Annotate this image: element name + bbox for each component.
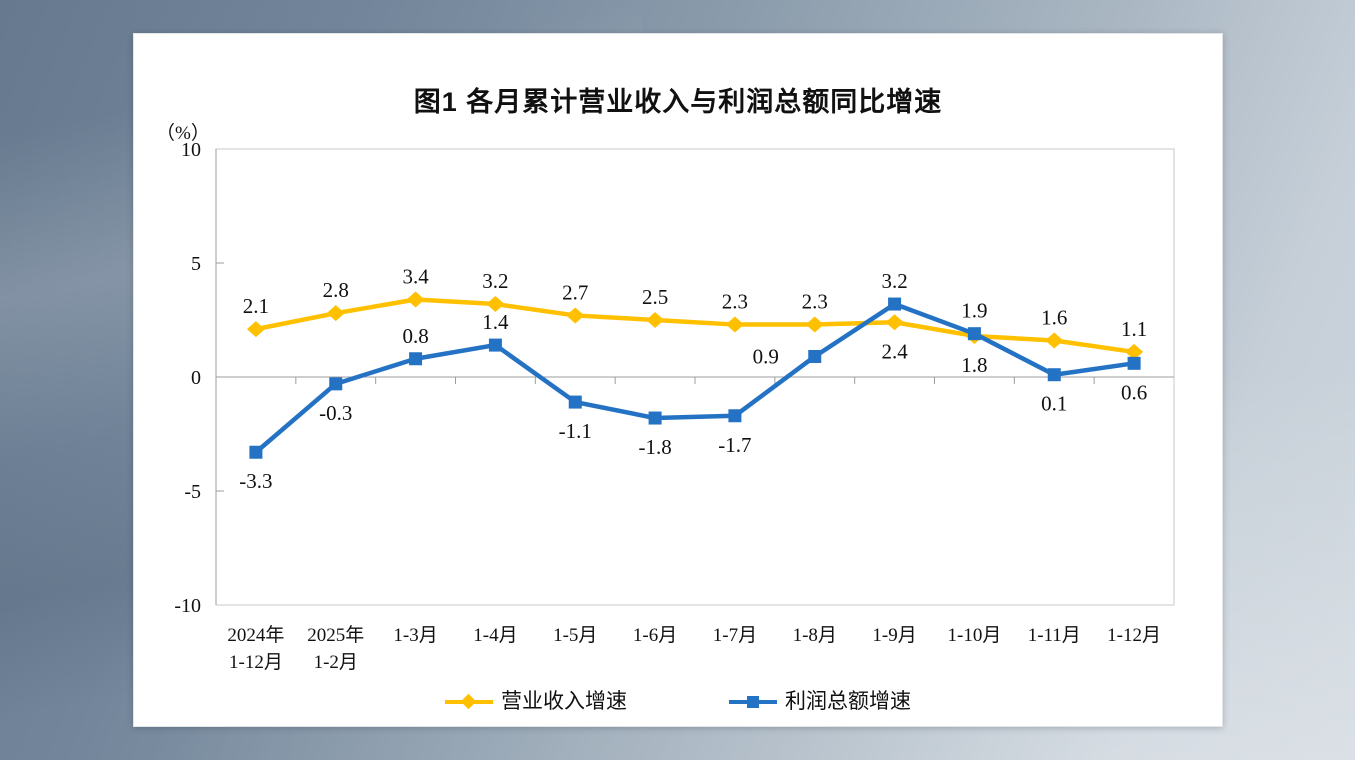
- series-1-data-label: 3.2: [881, 269, 907, 293]
- series-1-data-label: -3.3: [239, 469, 272, 493]
- series-0-data-label: 3.2: [482, 269, 508, 293]
- x-category-label: 2025年 1-2月: [307, 624, 364, 673]
- legend-item-revenue: 营业收入增速: [445, 691, 627, 712]
- x-category-label: 1-11月: [1028, 625, 1081, 646]
- series-0-data-label: 2.3: [802, 290, 828, 314]
- series-1-data-label: 0.8: [402, 324, 428, 348]
- legend-label-revenue: 营业收入增速: [501, 689, 627, 713]
- series-0-data-label: 2.1: [243, 294, 269, 318]
- series-1-marker: [888, 297, 902, 311]
- series-0-data-label: 2.7: [562, 280, 588, 304]
- series-1-marker: [967, 327, 981, 341]
- series-1-marker: [409, 352, 423, 366]
- series-0-marker: [1045, 332, 1064, 349]
- series-1-data-label: 1.9: [961, 299, 987, 323]
- series-0-data-label: 1.1: [1121, 317, 1147, 341]
- series-0-data-label: 3.4: [402, 264, 429, 288]
- series-0-marker: [1125, 343, 1144, 360]
- series-1-data-label: -1.1: [559, 419, 592, 443]
- series-0-marker: [246, 321, 265, 338]
- line-chart: 10 5 0 -5 -10 2024年 1-12月 2025年 1-2月 1-3月 1-4月 1-5月…: [174, 139, 1175, 673]
- series-1-marker: [488, 338, 502, 352]
- x-category-label: 1-12月: [1107, 625, 1161, 646]
- profit-line-square-icon: [729, 693, 777, 711]
- series-1-marker: [329, 377, 343, 391]
- y-tick-label: 0: [191, 367, 201, 389]
- series-1-marker: [648, 411, 662, 425]
- series-0-line: [253, 297, 1137, 355]
- series-1-line: [253, 301, 1137, 455]
- series-1-marker: [1047, 368, 1061, 382]
- series-0-marker: [805, 316, 824, 333]
- series-1-marker: [249, 445, 263, 459]
- series-0-data-label: 1.8: [961, 353, 987, 377]
- x-category-label: 1-10月: [948, 625, 1002, 646]
- series-0-marker: [486, 296, 505, 313]
- x-category-label: 1-3月: [393, 625, 437, 646]
- series-0-marker: [566, 307, 585, 324]
- series-1-data-label: 0.9: [753, 344, 779, 368]
- series-1-data-label: -1.8: [638, 435, 671, 459]
- series-1-marker: [808, 349, 822, 363]
- series-1-data-label: 0.1: [1041, 392, 1067, 416]
- chart-legend: 营业收入增速 利润总额增速: [134, 691, 1222, 712]
- series-1-data-label: -1.7: [718, 433, 751, 457]
- y-tick-label: 5: [191, 253, 201, 275]
- y-tick-label: 10: [181, 139, 201, 161]
- series-0-marker: [326, 305, 345, 322]
- chart-panel: 图1 各月累计营业收入与利润总额同比增速 （%） 10 5 0 -5 -10 2024年 1…: [133, 33, 1223, 727]
- chart-title: 图1 各月累计营业收入与利润总额同比增速: [413, 87, 943, 117]
- series-1-marker: [568, 395, 582, 409]
- series-0-marker: [725, 316, 744, 333]
- x-category-label: 1-6月: [633, 625, 677, 646]
- y-axis-unit-label: （%）: [156, 123, 210, 144]
- legend-item-profit: 利润总额增速: [729, 691, 911, 712]
- x-category-label: 2024年 1-12月: [227, 624, 284, 673]
- series-0-data-label: 2.4: [881, 339, 908, 363]
- series-0-marker: [646, 312, 665, 328]
- x-category-label: 1-5月: [553, 625, 597, 646]
- series-1-data-label: 0.6: [1121, 380, 1147, 404]
- x-category-label: 1-4月: [473, 625, 517, 646]
- series-0-data-label: 1.6: [1041, 306, 1067, 330]
- x-category-label: 1-8月: [793, 625, 837, 646]
- series-0-data-label: 2.3: [722, 290, 748, 314]
- x-category-label: 1-7月: [713, 625, 757, 646]
- y-tick-label: -10: [174, 595, 201, 617]
- series-0-marker: [406, 291, 425, 308]
- legend-label-profit: 利润总额增速: [785, 689, 911, 713]
- series-0-marker: [885, 314, 904, 331]
- revenue-line-diamond-icon: [445, 693, 493, 711]
- series-0-data-label: 2.5: [642, 285, 668, 309]
- x-category-label: 1-9月: [872, 625, 916, 646]
- series-1-marker: [1127, 356, 1141, 370]
- series-1-data-label: 1.4: [482, 310, 509, 334]
- series-1-data-label: -0.3: [319, 401, 352, 425]
- series-0-data-label: 2.8: [323, 278, 349, 302]
- series-1-marker: [728, 409, 742, 423]
- y-tick-label: -5: [184, 481, 201, 503]
